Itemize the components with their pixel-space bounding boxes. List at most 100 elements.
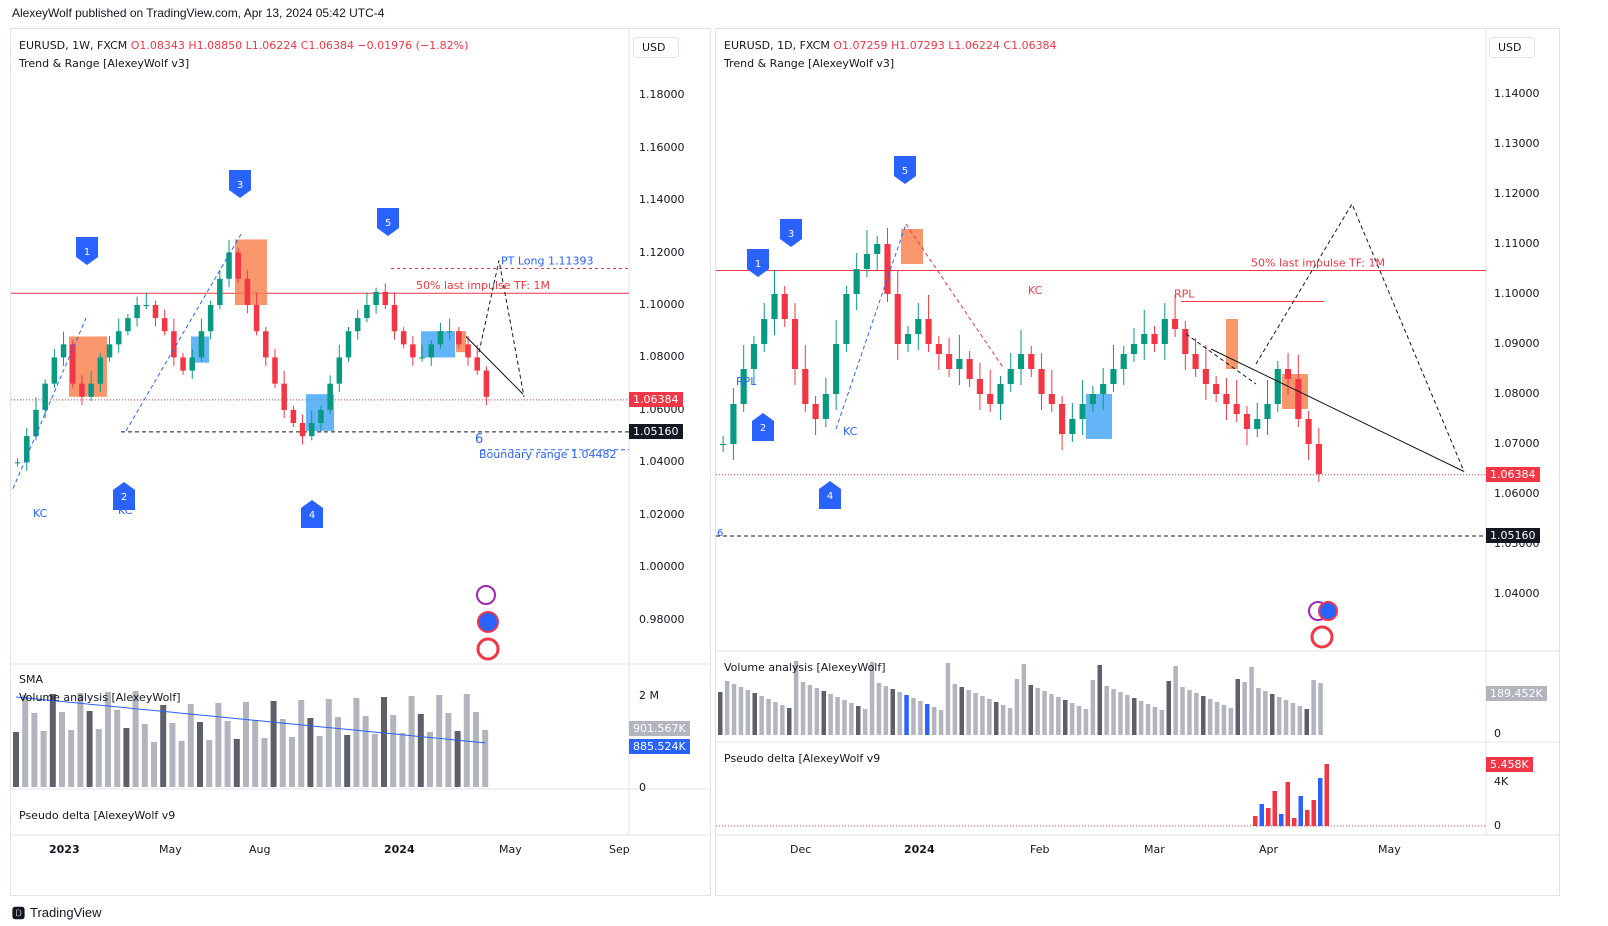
left-volume-bar: [316, 736, 323, 787]
right-volume-title[interactable]: Volume analysis [AlexeyWolf]: [724, 661, 886, 674]
right-kc-label: KC: [1028, 284, 1043, 297]
right-volume-bar: [890, 689, 895, 735]
left-candle: [318, 409, 324, 423]
right-candle: [884, 244, 891, 294]
right-candle: [1254, 419, 1261, 429]
right-candle: [1264, 404, 1271, 419]
right-candle: [976, 379, 983, 394]
right-candle: [1017, 354, 1025, 369]
left-delta-title[interactable]: Pseudo delta [AlexeyWolf v9: [19, 809, 176, 822]
left-volume-bar: [206, 740, 213, 787]
right-marker-3: [780, 219, 802, 247]
right-volume-bar: [918, 701, 923, 735]
right-chart-panel[interactable]: 1 2 3 4 5 50% last impulse TF: 1M RPL RPL KC KC 6 …: [715, 28, 1560, 896]
left-indicator-label[interactable]: Trend & Range [AlexeyWolf v3]: [19, 57, 190, 70]
right-volume-bar: [883, 686, 889, 735]
right-candle: [1059, 404, 1066, 434]
right-volume-bar: [1097, 665, 1102, 735]
right-volume-bar: [718, 692, 723, 735]
right-volume-bar: [911, 698, 916, 735]
right-candle: [1151, 334, 1158, 344]
left-change: −0.01976 (−1.82%): [357, 39, 469, 52]
footer[interactable]: 🅳︎ TradingView: [12, 903, 102, 922]
left-volume-bar: [243, 702, 249, 787]
right-delta-tag: 5.458K: [1486, 757, 1533, 772]
right-volume-bar: [835, 697, 840, 735]
left-x-tick: May: [159, 843, 182, 856]
right-volume-bar: [1214, 702, 1220, 735]
right-volume-bar: [1242, 682, 1247, 735]
left-candle: [171, 331, 177, 358]
left-candle: [299, 423, 306, 437]
right-candle: [1213, 384, 1220, 394]
right-delta-title[interactable]: Pseudo delta [AlexeyWolf v9: [724, 752, 881, 765]
right-volume-bar: [780, 705, 785, 735]
right-rpl-label: RPL: [736, 375, 757, 388]
left-x-tick: 2024: [384, 843, 415, 856]
publisher-line: AlexeyWolf published on TradingView.com,…: [12, 6, 385, 20]
left-volume-bar: [307, 718, 314, 787]
right-volume-bar: [904, 695, 909, 735]
left-low: L1.06224: [245, 39, 298, 52]
right-volume-bar: [738, 687, 744, 735]
right-currency-button[interactable]: USD: [1489, 37, 1535, 58]
right-candle: [1048, 394, 1055, 404]
right-delta-bar: [1324, 764, 1329, 826]
right-volume-tick: 0: [1494, 727, 1501, 740]
right-delta-bar: [1305, 810, 1310, 826]
left-volume-bar: [482, 730, 489, 787]
right-volume-bar: [849, 703, 854, 735]
left-candle: [400, 331, 407, 345]
right-candle: [771, 294, 778, 319]
left-chart-svg[interactable]: 1 2 3 4 5 PT Long 1.11393 50% last impulse TF:…: [11, 29, 710, 895]
left-y-tick: 1.16000: [639, 140, 685, 154]
left-ohlc-legend: EURUSD, 1W, FXCM O1.08343 H1.08850 L1.06…: [19, 39, 468, 52]
left-volume-title[interactable]: Volume analysis [AlexeyWolf]: [19, 691, 181, 704]
right-volume-bar: [800, 682, 806, 735]
left-volume-bar: [197, 722, 203, 787]
right-candle: [730, 404, 737, 444]
left-high: H1.08850: [188, 39, 243, 52]
left-currency-button[interactable]: USD: [633, 37, 679, 58]
right-candle: [822, 394, 829, 419]
right-candle: [1305, 419, 1312, 444]
left-candle: [419, 357, 425, 359]
right-y-tick: 1.06000: [1494, 487, 1540, 500]
right-range-box-orange: [901, 229, 923, 264]
right-candle: [1284, 369, 1292, 379]
right-indicator-label[interactable]: Trend & Range [AlexeyWolf v3]: [724, 57, 895, 70]
left-candle: [97, 357, 104, 384]
right-range-box-orange: [1226, 319, 1238, 369]
right-volume-bar: [1207, 699, 1213, 735]
right-volume-bar: [1138, 701, 1144, 735]
left-candle: [226, 252, 232, 279]
right-candle: [1202, 369, 1209, 384]
right-chart-svg[interactable]: 1 2 3 4 5 50% last impulse TF: 1M RPL RPL KC KC 6: [716, 29, 1559, 895]
left-marker-5-label: 5: [385, 218, 391, 229]
right-candle: [740, 369, 747, 404]
left-volume-bar: [123, 728, 130, 787]
right-open: O1.07259: [833, 39, 888, 52]
left-volume-bar: [427, 732, 433, 787]
right-marker-1: [747, 249, 769, 277]
right-candle: [997, 384, 1004, 404]
right-volume-bar: [1228, 708, 1234, 735]
left-candle: [456, 331, 462, 345]
left-candle: [474, 357, 480, 371]
left-marker-2: [113, 482, 135, 510]
left-close: C1.06384: [300, 39, 354, 52]
left-volume-bar: [252, 720, 259, 787]
left-pt-long-label: PT Long 1.11393: [501, 254, 593, 267]
left-event-lightning-icon: [476, 585, 496, 605]
right-volume-bar: [1194, 693, 1199, 735]
right-volume-bar: [1173, 666, 1178, 735]
left-volume-bar: [417, 714, 424, 787]
left-chart-panel[interactable]: 1 2 3 4 5 PT Long 1.11393 50% last impulse TF:…: [10, 28, 711, 896]
right-candle: [1028, 354, 1035, 369]
right-candle: [802, 369, 809, 404]
right-volume-bar: [1263, 691, 1268, 735]
right-volume-bar: [994, 702, 999, 735]
right-candle: [1315, 444, 1322, 474]
left-candle: [290, 409, 297, 423]
right-marker-3-label: 3: [788, 229, 794, 240]
